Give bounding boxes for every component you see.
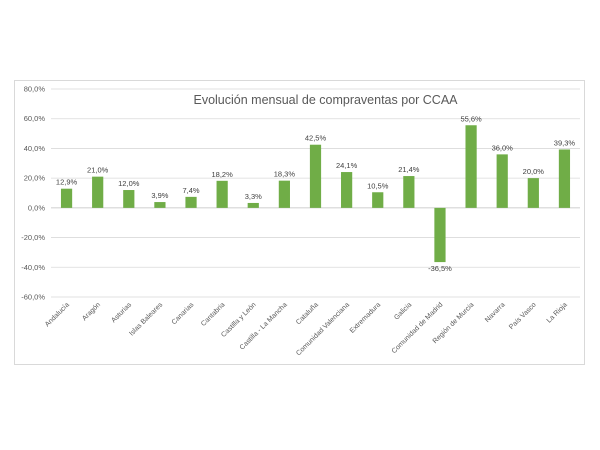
x-tick-label: País Vasco — [508, 301, 538, 331]
x-tick-label: Canarias — [171, 301, 196, 326]
bar — [154, 202, 166, 208]
x-tick-label: Comunidad de Madrid — [391, 301, 445, 355]
y-tick-label: 80,0% — [24, 85, 46, 94]
data-label: 21,0% — [87, 166, 109, 175]
bar — [434, 207, 446, 263]
y-tick-label: 20,0% — [24, 174, 46, 183]
x-tick-label: Islas Baleares — [128, 301, 164, 337]
data-label: 3,3% — [245, 192, 262, 201]
data-label: 20,0% — [523, 167, 545, 176]
x-tick-label: Andalucía — [44, 301, 71, 328]
x-tick-label: Cataluña — [295, 301, 320, 326]
data-label: 12,9% — [56, 178, 78, 187]
bar — [341, 172, 353, 208]
data-label: 10,5% — [367, 181, 389, 190]
y-tick-label: -60,0% — [21, 293, 45, 302]
bar — [309, 144, 322, 208]
data-label: 55,6% — [460, 114, 482, 123]
bar — [123, 190, 135, 208]
bar — [92, 176, 104, 208]
bar — [185, 196, 197, 208]
bar — [60, 188, 73, 208]
y-axis-ticks: 80,0% 60,0% 40,0% 20,0% 0,0% -20,0% -40,0% -60,… — [21, 85, 45, 302]
data-label: 3,9% — [151, 191, 168, 200]
x-tick-label: Cantabria — [200, 301, 226, 327]
bar — [216, 180, 228, 208]
chart-container: Evolución mensual de compraventas por CC… — [14, 80, 585, 365]
bar — [403, 176, 415, 208]
x-tick-label: Navarra — [484, 301, 507, 324]
bar — [496, 154, 508, 208]
bars — [60, 125, 571, 263]
x-tick-label: Galicia — [393, 301, 413, 321]
bar — [372, 192, 384, 208]
bar — [465, 125, 477, 208]
data-label: 18,2% — [212, 170, 234, 179]
y-tick-label: -20,0% — [21, 233, 45, 242]
x-tick-label: La Rioja — [546, 301, 569, 324]
data-label: 39,3% — [554, 138, 576, 147]
bar-chart: Evolución mensual de compraventas por CC… — [21, 85, 580, 357]
data-label: 36,0% — [492, 143, 514, 152]
bar — [247, 202, 259, 208]
chart-title: Evolución mensual de compraventas por CC… — [193, 93, 458, 107]
bar — [558, 149, 571, 208]
y-tick-label: -40,0% — [21, 263, 45, 272]
x-tick-label: Extremadura — [349, 301, 382, 334]
data-label: 24,1% — [336, 161, 358, 170]
bar — [278, 180, 290, 208]
bar — [527, 178, 539, 208]
x-tick-label: Aragón — [81, 301, 102, 322]
x-tick-label: Asturias — [110, 301, 133, 324]
data-label: 7,4% — [182, 186, 199, 195]
data-label: 21,4% — [398, 165, 420, 174]
data-labels: 12,9% 21,0% 12,0% 3,9% 7,4% 18,2% 3,3% 18,3% 42,… — [56, 114, 575, 273]
data-label: 42,5% — [305, 134, 327, 143]
data-label: 12,0% — [118, 179, 140, 188]
data-label: -36,5% — [428, 264, 452, 273]
y-tick-label: 0,0% — [28, 203, 45, 212]
data-label: 18,3% — [274, 170, 296, 179]
y-tick-label: 60,0% — [24, 114, 46, 123]
x-tick-label: Comunidad Valenciana — [295, 301, 351, 357]
y-tick-label: 40,0% — [24, 144, 46, 153]
